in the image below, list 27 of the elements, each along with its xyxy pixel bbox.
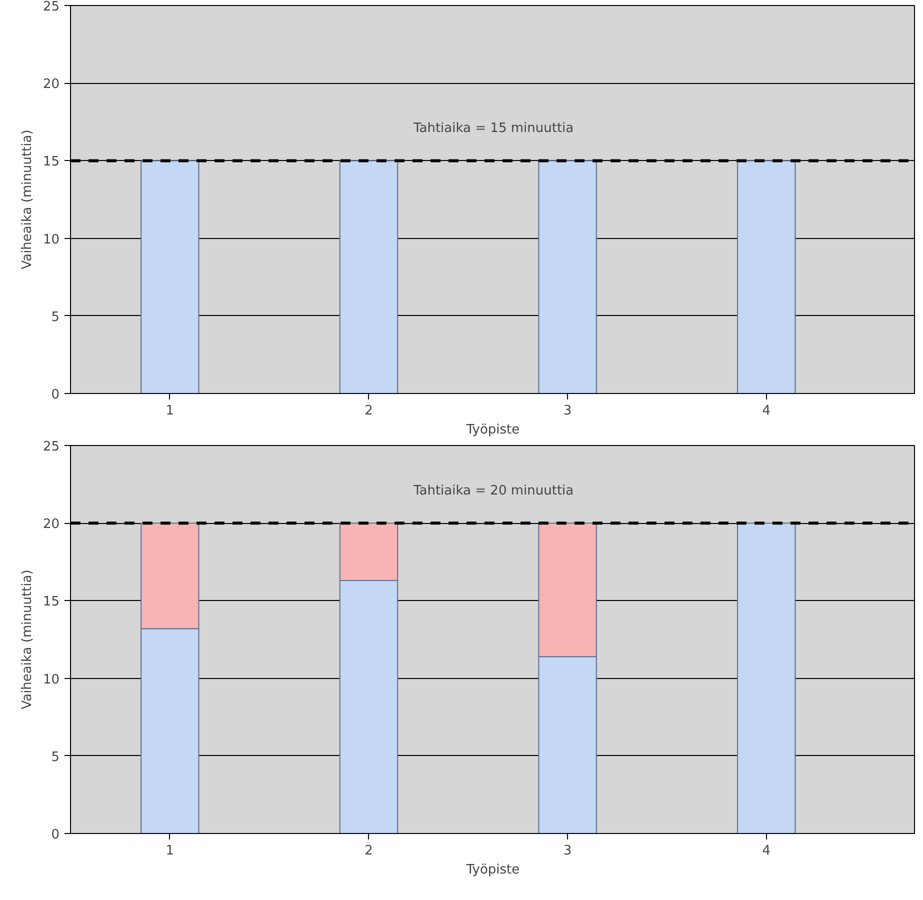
y-tick-label: 0 [51,828,60,842]
ref-line-label: Tahtiaika = 15 minuuttia [412,120,574,136]
y-tick-label: 5 [51,310,60,325]
y-axis-title: Vaiheaika (minuuttia) [20,130,35,270]
y-tick-label: 15 [42,154,60,170]
y-tick-label: 20 [42,77,60,92]
x-tick-label: 3 [563,844,572,858]
x-tick-label: 2 [364,404,373,418]
y-tick-label: 10 [42,232,60,248]
ref-line-label: Tahtiaika = 20 minuuttia [412,483,574,498]
x-axis-title: Työpiste [465,862,520,878]
x-tick-label: 4 [762,844,771,858]
x-tick-label: 1 [166,404,174,418]
y-axis-title: Vaiheaika (minuuttia) [20,570,35,710]
x-tick-label: 3 [563,404,572,418]
x-tick-label: 4 [762,404,771,418]
y-tick-label: 0 [51,388,60,402]
y-tick-label: 15 [42,594,60,610]
y-tick-label: 25 [42,440,60,454]
y-tick-label: 25 [42,0,60,14]
x-tick-label: 2 [364,844,373,858]
bar [737,522,796,834]
y-tick-label: 5 [51,750,60,765]
x-axis-title: Työpiste [465,422,520,438]
x-tick-label: 1 [166,844,174,858]
y-tick-label: 10 [42,672,60,688]
y-tick-label: 20 [42,517,60,532]
